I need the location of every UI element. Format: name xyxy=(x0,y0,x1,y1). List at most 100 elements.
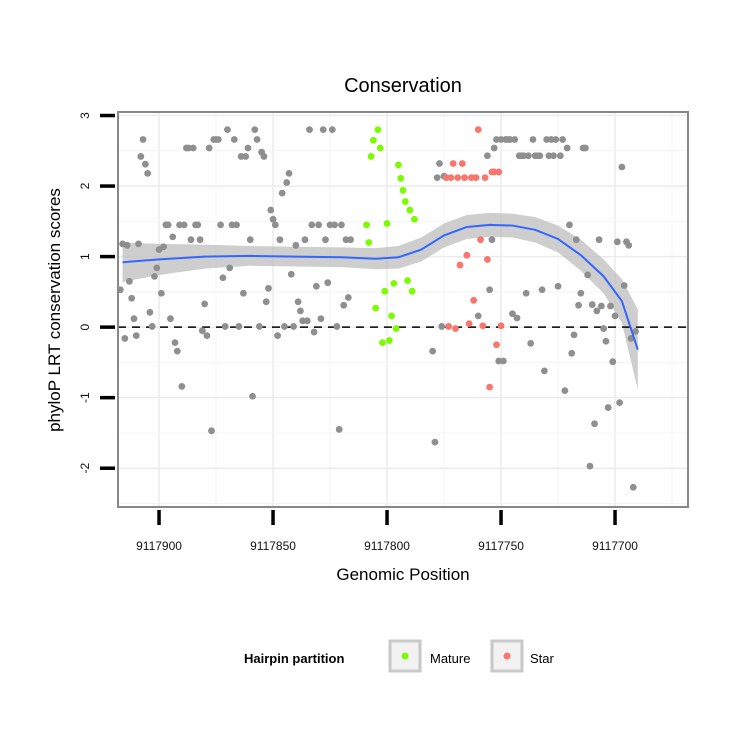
data-point-mature xyxy=(381,287,389,295)
data-point-star xyxy=(483,256,491,263)
data-point-other xyxy=(287,270,295,278)
data-point-other xyxy=(513,314,521,322)
data-point-other xyxy=(294,298,302,306)
data-point-other xyxy=(584,271,592,279)
data-point-other xyxy=(301,236,309,244)
data-point-other xyxy=(244,144,252,152)
data-point-other xyxy=(198,327,206,335)
data-point-other xyxy=(148,323,156,330)
data-point-other xyxy=(550,152,557,160)
data-point-other xyxy=(559,136,566,143)
data-point-star xyxy=(458,160,466,167)
data-point-other xyxy=(324,279,332,287)
data-point-other xyxy=(310,328,318,336)
data-point-other xyxy=(164,221,172,229)
data-point-other xyxy=(233,221,240,229)
data-point-other xyxy=(554,282,562,290)
data-point-other xyxy=(604,404,612,411)
data-point-other xyxy=(570,331,578,339)
data-point-mature xyxy=(390,280,398,287)
data-point-other xyxy=(312,282,320,290)
data-point-other xyxy=(488,236,496,244)
data-point-other xyxy=(144,169,152,177)
data-point-other xyxy=(344,294,352,301)
data-point-mature xyxy=(385,337,393,344)
legend-label-star: Star xyxy=(530,651,555,666)
data-point-mature xyxy=(376,144,384,152)
data-point-other xyxy=(226,264,234,272)
data-point-other xyxy=(474,312,482,320)
data-point-star xyxy=(449,160,457,167)
data-point-other xyxy=(582,144,589,152)
data-point-other xyxy=(240,289,247,297)
smooth-confidence-band xyxy=(122,212,638,390)
data-point-mature xyxy=(404,277,411,284)
data-point-other xyxy=(540,367,548,375)
data-point-other xyxy=(431,438,439,446)
data-point-other xyxy=(132,332,140,339)
x-tick-label: 9117900 xyxy=(136,539,182,553)
data-point-mature xyxy=(363,221,370,229)
data-point-mature xyxy=(379,339,386,347)
data-point-other xyxy=(123,241,131,249)
x-axis-title: Genomic Position xyxy=(336,565,469,584)
data-point-other xyxy=(591,420,598,428)
data-point-other xyxy=(283,179,291,186)
data-point-other xyxy=(194,221,202,229)
data-point-mature xyxy=(401,198,409,205)
data-point-other xyxy=(196,236,204,244)
legend-title: Hairpin partition xyxy=(244,651,344,666)
confidence-band xyxy=(122,212,638,390)
data-point-other xyxy=(609,358,617,366)
data-point-other xyxy=(347,236,354,244)
grid xyxy=(118,112,688,507)
data-point-other xyxy=(201,300,209,308)
legend-label-mature: Mature xyxy=(430,651,470,666)
data-point-other xyxy=(572,236,580,244)
data-point-other xyxy=(303,317,311,325)
x-tick-label: 9117800 xyxy=(364,539,410,553)
data-point-star xyxy=(456,261,464,269)
data-point-other xyxy=(217,221,225,229)
y-tick-label: 2 xyxy=(78,182,92,189)
legend-entry-star: Star xyxy=(490,639,555,673)
data-point-other xyxy=(141,160,149,168)
data-point-other xyxy=(208,427,215,435)
data-point-star xyxy=(479,322,487,330)
data-point-other xyxy=(538,286,546,294)
data-point-other xyxy=(146,308,154,316)
data-point-other xyxy=(151,272,158,280)
data-point-mature xyxy=(369,136,377,144)
data-point-other xyxy=(253,136,261,143)
data-point-star xyxy=(465,320,473,328)
data-point-other xyxy=(509,310,516,318)
data-point-other xyxy=(205,144,213,152)
data-point-other xyxy=(552,136,560,143)
data-point-star xyxy=(486,383,494,391)
data-point-other xyxy=(438,323,446,330)
data-point-other xyxy=(611,312,619,320)
data-point-other xyxy=(153,264,161,272)
data-point-other xyxy=(278,189,286,197)
data-point-other xyxy=(486,286,494,294)
data-point-other xyxy=(221,323,229,330)
data-point-star xyxy=(495,168,503,176)
data-point-other xyxy=(269,215,277,223)
x-tick-label: 9117700 xyxy=(592,539,638,553)
data-point-other xyxy=(577,289,585,297)
data-point-other xyxy=(219,274,227,282)
data-point-other xyxy=(260,153,268,160)
data-point-other xyxy=(271,221,279,229)
data-point-mature xyxy=(399,186,407,194)
data-point-other xyxy=(315,221,323,229)
data-point-star xyxy=(493,341,500,349)
data-point-other xyxy=(436,160,443,167)
legend-swatch-star xyxy=(503,652,511,660)
data-point-other xyxy=(306,126,313,134)
data-point-other xyxy=(338,221,345,229)
data-point-other xyxy=(593,307,601,315)
data-point-other xyxy=(597,302,605,310)
data-point-other xyxy=(322,236,329,244)
data-point-other xyxy=(629,483,637,491)
